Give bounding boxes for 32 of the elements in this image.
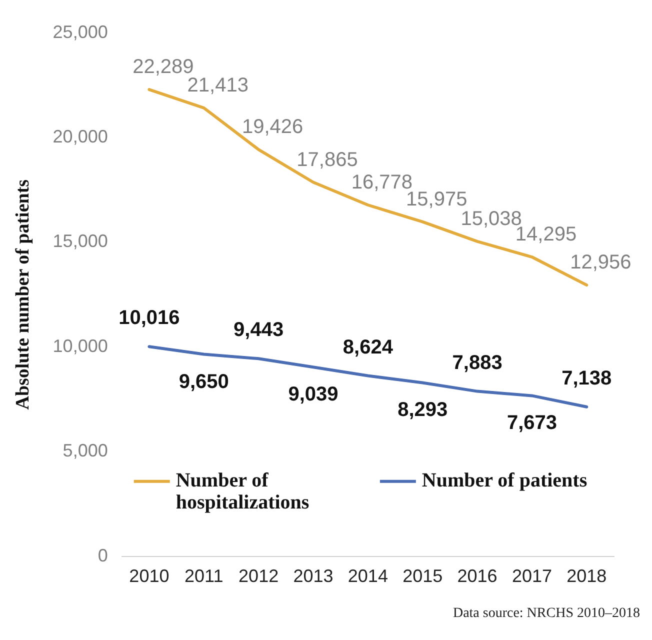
x-tick-label: 2012 bbox=[238, 566, 279, 586]
x-tick-label: 2013 bbox=[293, 566, 334, 586]
y-tick-label: 5,000 bbox=[62, 440, 108, 461]
data-label: 8,293 bbox=[398, 399, 448, 422]
data-label: 7,673 bbox=[506, 412, 558, 434]
source-note: Data source: NRCHS 2010–2018 bbox=[452, 606, 641, 622]
data-label: 8,624 bbox=[342, 336, 394, 358]
x-tick-label: 2016 bbox=[457, 566, 498, 586]
data-label: 9,443 bbox=[234, 319, 284, 342]
x-tick-label: 2010 bbox=[129, 566, 170, 586]
y-axis-title: Absolute number of patients bbox=[12, 179, 34, 410]
legend-label: Number of hospitalizations bbox=[176, 470, 310, 514]
data-label: 17,865 bbox=[296, 148, 358, 171]
data-label: 19,426 bbox=[242, 116, 304, 138]
y-tick-label: 15,000 bbox=[52, 231, 108, 252]
data-label: 7,883 bbox=[452, 352, 502, 374]
y-tick-label: 20,000 bbox=[52, 126, 108, 146]
x-tick-label: 2015 bbox=[402, 566, 443, 586]
data-label: 9,039 bbox=[288, 384, 338, 406]
y-tick-label: 10,000 bbox=[52, 336, 108, 356]
x-tick-label: 2014 bbox=[348, 566, 388, 586]
data-label: 7,138 bbox=[562, 367, 612, 390]
data-label: 10,016 bbox=[118, 307, 180, 330]
legend-label: Number of patients bbox=[422, 470, 588, 492]
y-tick-label: 25,000 bbox=[52, 22, 108, 42]
x-tick-label: 2011 bbox=[184, 566, 224, 586]
x-tick-label: 2018 bbox=[566, 566, 607, 586]
data-label: 12,956 bbox=[570, 252, 632, 274]
data-label: 9,650 bbox=[178, 370, 229, 393]
x-tick-label: 2017 bbox=[512, 566, 552, 586]
data-label: 15,975 bbox=[406, 188, 468, 210]
y-tick-label: 0 bbox=[98, 545, 108, 566]
